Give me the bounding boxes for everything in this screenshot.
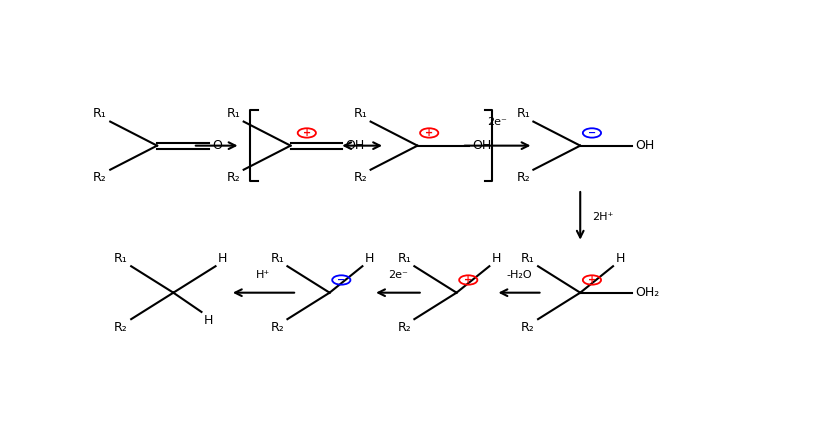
Text: R₁: R₁ [517,107,530,120]
Text: R₁: R₁ [270,252,284,265]
Text: +: + [588,275,596,285]
Text: H: H [365,252,375,265]
Text: R₁: R₁ [354,107,367,120]
Text: R₁: R₁ [114,252,128,265]
Text: -H₂O: -H₂O [507,270,532,280]
Text: R₂: R₂ [270,321,284,334]
Text: R₂: R₂ [114,321,128,334]
Text: −: − [588,128,596,138]
Text: OH: OH [472,139,491,152]
Text: 2H⁺: 2H⁺ [592,213,613,223]
Text: OH₂: OH₂ [635,286,659,299]
Text: R₂: R₂ [93,171,107,184]
Text: R₁: R₁ [521,252,535,265]
Text: R₁: R₁ [93,107,107,120]
Text: OH: OH [635,139,654,152]
Text: H: H [204,314,213,327]
Text: R₂: R₂ [397,321,411,334]
Text: R₂: R₂ [354,171,367,184]
Text: R₁: R₁ [397,252,411,265]
Text: R₁: R₁ [227,107,240,120]
Text: H: H [616,252,625,265]
Text: R₂: R₂ [227,171,240,184]
Text: +: + [302,128,311,138]
Text: R₂: R₂ [517,171,530,184]
Text: +: + [425,128,433,138]
Text: O: O [212,139,222,152]
Text: R₂: R₂ [521,321,535,334]
Text: 2e⁻: 2e⁻ [388,270,408,280]
Text: H: H [492,252,501,265]
Text: OH: OH [345,139,365,152]
Text: H: H [218,252,228,265]
Text: −: − [337,275,345,285]
Text: 2e⁻: 2e⁻ [487,117,507,127]
Text: +: + [465,275,472,285]
Text: H⁺: H⁺ [256,270,270,280]
